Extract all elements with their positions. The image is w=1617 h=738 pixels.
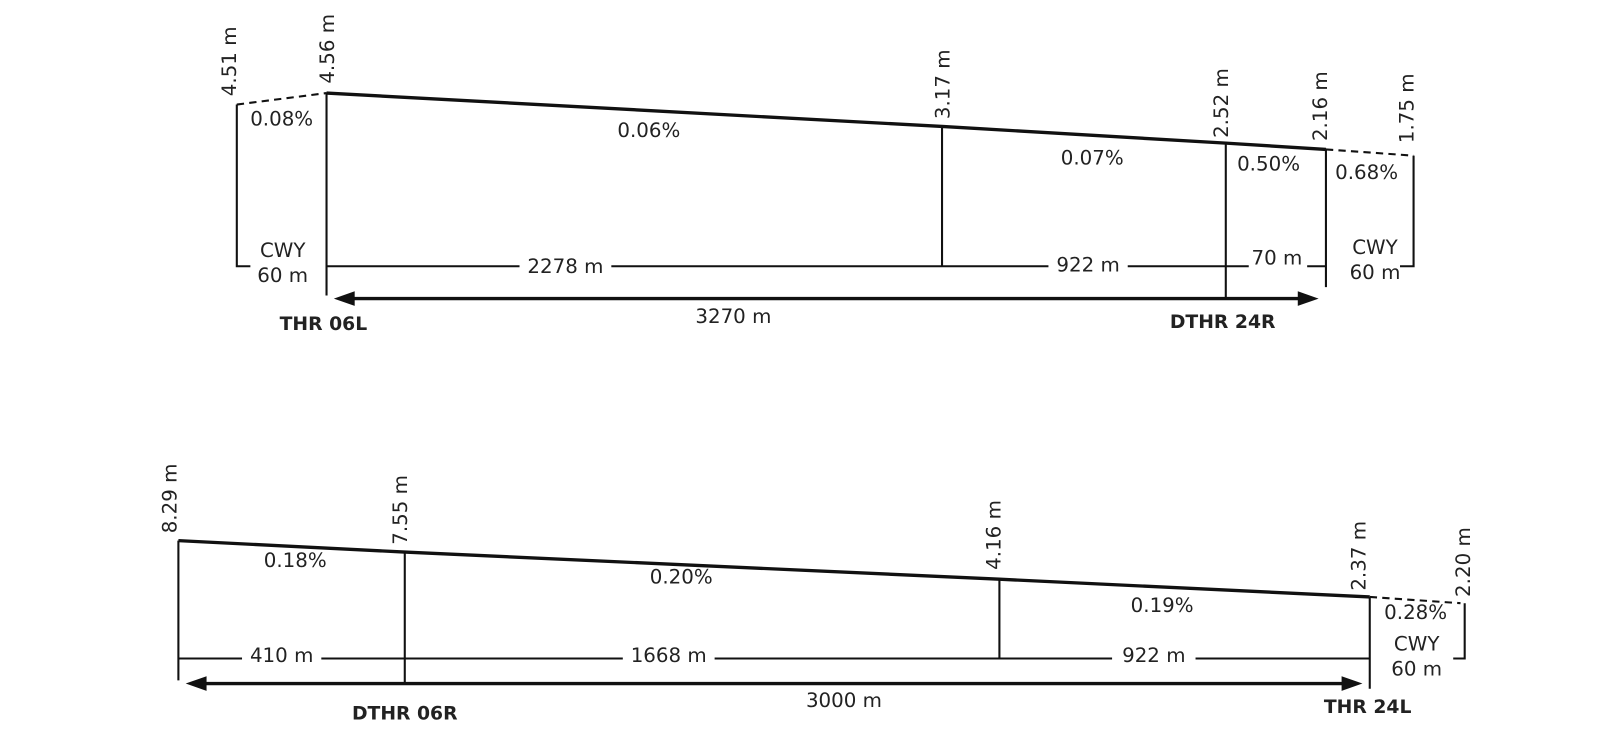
clearway-label: CWY bbox=[1394, 632, 1440, 655]
elevation: 2.16 m bbox=[1309, 71, 1332, 141]
distance: 70 m bbox=[1252, 246, 1303, 269]
slope: 0.50% bbox=[1237, 153, 1300, 176]
elevation: 1.75 m bbox=[1396, 73, 1419, 143]
slope: 0.20% bbox=[650, 566, 713, 589]
slope: 0.06% bbox=[617, 119, 680, 142]
total-length: 3270 m bbox=[695, 305, 771, 328]
threshold: THR 06L bbox=[280, 314, 368, 335]
elevation: 7.55 m bbox=[389, 475, 412, 545]
clearway-length: 60 m bbox=[257, 264, 308, 287]
arrow-head bbox=[333, 291, 355, 306]
elevation: 2.20 m bbox=[1452, 527, 1475, 597]
runway-profile bbox=[178, 538, 1370, 599]
clearway-length: 60 m bbox=[1350, 261, 1401, 284]
profile-top: 4.51 m 4.56 m 3.17 m 2.52 m 2.16 m 1.75 … bbox=[218, 14, 1419, 335]
elevation: 2.37 m bbox=[1348, 521, 1371, 591]
clearway-slope bbox=[1325, 148, 1414, 157]
elevation: 4.16 m bbox=[982, 500, 1005, 570]
total-length: 3000 m bbox=[806, 689, 882, 712]
slope: 0.08% bbox=[250, 108, 313, 131]
clearway-label: CWY bbox=[1352, 236, 1398, 259]
slope: 0.19% bbox=[1131, 594, 1194, 617]
elevation: 3.17 m bbox=[931, 49, 954, 119]
slope: 0.18% bbox=[264, 549, 327, 572]
clearway-bracket bbox=[1400, 155, 1415, 268]
distance: 2278 m bbox=[527, 255, 603, 278]
slope: 0.68% bbox=[1335, 161, 1398, 184]
elevation: 8.29 m bbox=[158, 464, 181, 534]
clearway-slope bbox=[1369, 595, 1461, 605]
distance: 922 m bbox=[1122, 644, 1185, 667]
distance: 922 m bbox=[1056, 254, 1119, 277]
profile-bottom: 8.29 m 7.55 m 4.16 m 2.37 m 2.20 m 0.18%… bbox=[158, 464, 1475, 725]
arrow-head bbox=[1341, 676, 1363, 691]
clearway-bracket bbox=[235, 104, 251, 268]
distance: 410 m bbox=[250, 644, 313, 667]
clearway-label: CWY bbox=[260, 239, 306, 262]
threshold: DTHR 24R bbox=[1170, 312, 1276, 333]
elevation: 4.56 m bbox=[316, 14, 339, 84]
arrow-head bbox=[1297, 291, 1319, 306]
slope: 0.07% bbox=[1061, 146, 1124, 169]
elevation: 4.51 m bbox=[218, 26, 241, 96]
arrow-head bbox=[185, 676, 207, 691]
clearway-slope bbox=[236, 92, 327, 106]
distance: 1668 m bbox=[631, 644, 707, 667]
clearway-bracket bbox=[1453, 603, 1466, 660]
elevation: 2.52 m bbox=[1210, 68, 1233, 138]
runway-profile bbox=[326, 91, 1327, 152]
threshold: DTHR 06R bbox=[352, 703, 458, 724]
clearway-length: 60 m bbox=[1391, 657, 1442, 680]
threshold: THR 24L bbox=[1324, 697, 1412, 718]
slope: 0.28% bbox=[1384, 601, 1447, 624]
